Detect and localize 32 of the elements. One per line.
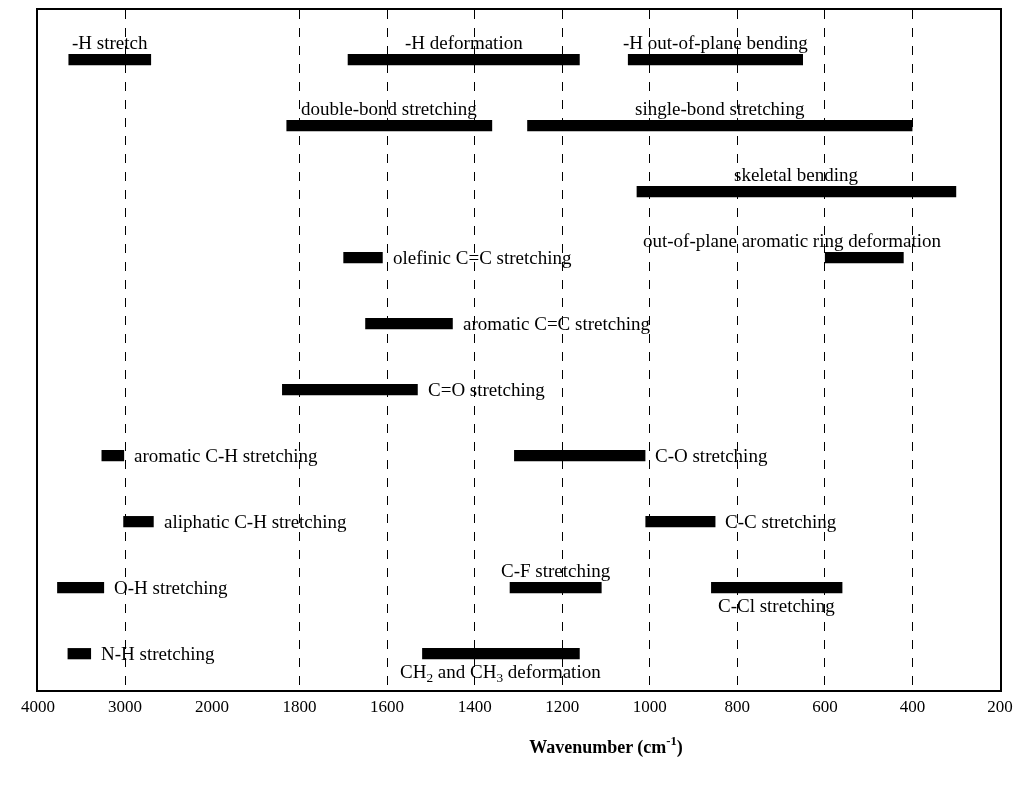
- x-tick-label: 400: [899, 697, 926, 717]
- series-label: -H out-of-plane bending: [623, 32, 809, 53]
- x-tick-label: 1400: [457, 697, 492, 717]
- series-label: aromatic C-H stretching: [134, 445, 319, 466]
- series-label: C-Cl stretching: [718, 595, 836, 616]
- series-label: C-F stretching: [501, 560, 611, 581]
- x-tick-label: 1200: [545, 697, 580, 717]
- series-label: C=O stretching: [428, 379, 546, 400]
- series-label: -H deformation: [405, 32, 524, 53]
- series-label: CH$_{2}$ and CH$_{3}$ deformation: [400, 661, 602, 685]
- series-label: -H stretch: [72, 32, 148, 53]
- x-tick-label: 1000: [632, 697, 667, 717]
- series-label: N-H stretching: [101, 643, 215, 664]
- x-tick-label: 800: [724, 697, 751, 717]
- series-label: olefinic C=C stretching: [393, 247, 573, 268]
- series-label: skeletal bending: [734, 164, 859, 185]
- x-tick-label: 2000: [195, 697, 229, 717]
- series-label: O-H stretching: [114, 577, 228, 598]
- series-label: aliphatic C-H stretching: [164, 511, 348, 532]
- x-tick-label: 3000: [108, 697, 142, 717]
- series-label: aromatic C=C stretching: [463, 313, 651, 334]
- x-tick-label: 1800: [282, 697, 317, 717]
- series-label: double-bond stretching: [301, 98, 478, 119]
- series-label: single-bond stretching: [635, 98, 805, 119]
- x-tick-label: 600: [812, 697, 838, 717]
- x-tick-label: 200: [987, 697, 1013, 717]
- x-tick-label: 1600: [370, 697, 405, 717]
- x-tick-label: 4000: [21, 697, 55, 717]
- series-label: out-of-plane aromatic ring deformation: [643, 230, 942, 251]
- series-label: C-C stretching: [725, 511, 837, 532]
- x-axis-title: Wavenumber (cm$^{-1}$): [529, 734, 683, 758]
- series-label: C-O stretching: [655, 445, 768, 466]
